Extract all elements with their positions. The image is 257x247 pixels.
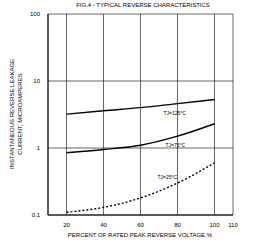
- svg-text:TJ=125°C: TJ=125°C: [164, 110, 187, 116]
- svg-text:110: 110: [228, 222, 238, 228]
- svg-text:100: 100: [209, 222, 220, 228]
- svg-text:60: 60: [137, 222, 144, 228]
- html-text:INSTANTANEOUS REVERSE LEAKAGE: INSTANTANEOUS REVERSE LEAKAGE: [9, 58, 15, 170]
- html-text:CURRENT, MICROAMPERES: CURRENT, MICROAMPERES: [17, 73, 23, 155]
- svg-text:40: 40: [100, 222, 107, 228]
- html-text:FIG.4 - TYPICAL REVERSE CHARAC: FIG.4 - TYPICAL REVERSE CHARACTERISTICS: [76, 2, 210, 8]
- svg-text:TJ=25°C: TJ=25°C: [158, 174, 178, 180]
- svg-text:80: 80: [174, 222, 181, 228]
- svg-text:1: 1: [37, 145, 41, 151]
- svg-text:TJ=75°C: TJ=75°C: [166, 142, 186, 148]
- svg-text:100: 100: [30, 11, 41, 17]
- svg-text:20: 20: [63, 222, 70, 228]
- html-text:PERCENT OF RATED PEAK REVERSE: PERCENT OF RATED PEAK REVERSE VOLTAGE,%: [67, 232, 213, 238]
- svg-text:0.1: 0.1: [32, 212, 41, 218]
- svg-text:10: 10: [33, 78, 40, 84]
